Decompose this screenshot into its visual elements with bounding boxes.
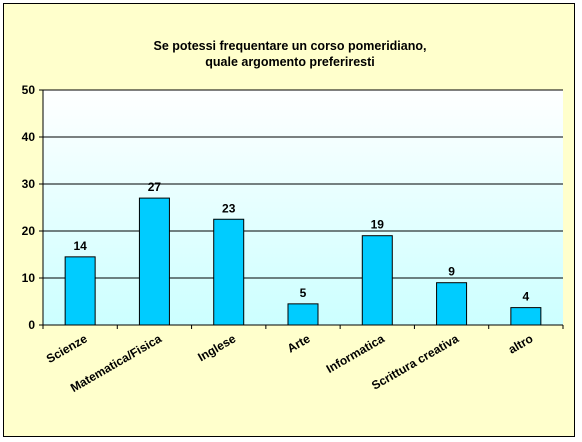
y-tick-label: 30 — [22, 177, 36, 191]
x-tick-label: Scienze — [44, 331, 90, 366]
y-tick-label: 10 — [22, 271, 36, 285]
chart-title-line-1: Se potessi frequentare un corso pomeridi… — [154, 39, 427, 53]
data-label: 5 — [300, 286, 307, 300]
bar-6 — [510, 307, 542, 326]
data-label: 19 — [371, 218, 385, 232]
chart-frame: Se potessi frequentare un corso pomeridi… — [3, 3, 575, 437]
bar-chart: Se potessi frequentare un corso pomeridi… — [22, 39, 564, 395]
plot-area — [43, 90, 563, 325]
data-label: 14 — [73, 239, 87, 253]
y-tick-label: 40 — [22, 130, 36, 144]
data-label: 23 — [222, 201, 236, 215]
bar-1 — [138, 197, 170, 326]
data-label: 27 — [148, 180, 162, 194]
y-tick-label: 0 — [28, 318, 35, 332]
bar-2 — [213, 218, 245, 326]
bar-3 — [287, 303, 319, 326]
x-tick-label: Informatica — [324, 331, 387, 376]
bar-5 — [436, 282, 468, 326]
bar-0 — [64, 256, 96, 326]
y-tick-label: 50 — [22, 83, 36, 97]
y-tick-label: 20 — [22, 224, 36, 238]
x-tick-label: altro — [506, 331, 536, 356]
x-tick-label: Inglese — [195, 331, 238, 364]
chart-title-line-2: quale argomento preferiresti — [205, 55, 375, 69]
data-label: 4 — [523, 290, 530, 304]
bar-4 — [361, 235, 393, 326]
data-label: 9 — [448, 265, 455, 279]
x-tick-label: Arte — [285, 331, 313, 355]
